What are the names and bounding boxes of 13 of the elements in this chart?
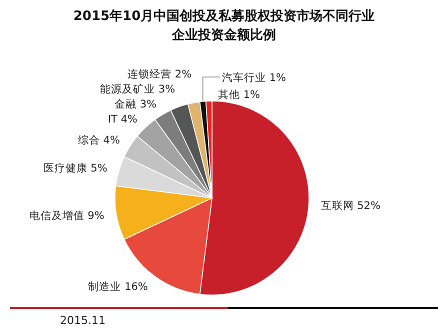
text: 2015.11 (60, 314, 106, 327)
slice-label: 互联网 52% (320, 200, 380, 212)
chart-title: 2015年10月中国创投及私募股权投资市场不同行业企业投资金额比例 (73, 8, 375, 43)
slice-label: 电信及增值 9% (29, 209, 104, 222)
slice-label: 能源及矿业 3% (100, 82, 176, 96)
slice-label: 金融 3% (114, 98, 157, 111)
slice-label: 汽车行业 1% (222, 71, 286, 84)
slice-label: 制造业 16% (88, 280, 148, 294)
slice-label: 医疗健康 5% (43, 162, 108, 175)
slice-label: 其他 1% (218, 88, 260, 101)
slice-label: 综合 4% (78, 134, 120, 147)
slice-label: 连锁经营 2% (128, 68, 192, 81)
slice-label: IT 4% (108, 114, 138, 126)
